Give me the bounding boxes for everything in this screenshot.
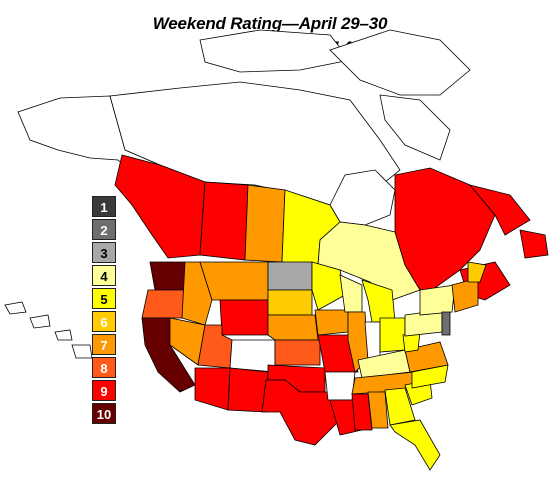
maine bbox=[467, 261, 487, 283]
legend-swatch: 5 bbox=[92, 288, 116, 309]
arkansas bbox=[324, 371, 356, 401]
iowa bbox=[314, 309, 349, 336]
northern-regions bbox=[17, 29, 471, 226]
alberta bbox=[199, 181, 249, 261]
florida bbox=[389, 419, 441, 471]
north-dakota bbox=[267, 261, 313, 291]
idaho bbox=[181, 261, 213, 326]
oregon bbox=[141, 289, 186, 319]
labrador bbox=[468, 184, 531, 236]
new-york bbox=[419, 284, 456, 316]
map-title: Weekend Rating—April 29–30 bbox=[152, 14, 388, 33]
legend-swatch: 3 bbox=[92, 242, 116, 263]
legend-swatch: 6 bbox=[92, 311, 116, 332]
mississippi bbox=[351, 393, 373, 431]
texas bbox=[261, 379, 341, 446]
washington bbox=[149, 261, 186, 291]
wisconsin bbox=[339, 274, 363, 313]
saskatchewan bbox=[244, 184, 286, 263]
new-jersey bbox=[441, 311, 451, 336]
legend-swatch: 2 bbox=[92, 219, 116, 240]
georgia bbox=[384, 387, 416, 426]
new-mexico bbox=[227, 367, 269, 413]
kansas bbox=[274, 339, 321, 366]
legend-swatch: 7 bbox=[92, 334, 116, 355]
wyoming bbox=[219, 299, 269, 336]
rating-legend: 1 2 3 4 5 6 7 8 9 10 bbox=[92, 196, 116, 426]
montana bbox=[199, 261, 269, 301]
legend-swatch: 10 bbox=[92, 403, 116, 424]
arizona bbox=[194, 367, 231, 411]
legend-swatch: 9 bbox=[92, 380, 116, 401]
hawaii-island-3 bbox=[54, 329, 73, 341]
baffin-island bbox=[379, 94, 451, 161]
alabama bbox=[367, 391, 389, 429]
newfoundland bbox=[519, 229, 549, 259]
hawaii-island-2 bbox=[29, 314, 51, 329]
minnesota bbox=[311, 261, 346, 311]
legend-swatch: 1 bbox=[92, 196, 116, 217]
hawaii-island-4 bbox=[71, 344, 93, 359]
nebraska bbox=[267, 314, 319, 341]
legend-swatch: 4 bbox=[92, 265, 116, 286]
hawaii-island-1 bbox=[4, 301, 27, 315]
arctic-islands bbox=[199, 29, 351, 73]
arctic-islands-east bbox=[329, 29, 471, 96]
us-states bbox=[141, 261, 487, 471]
british-columbia bbox=[114, 154, 206, 259]
legend-swatch: 8 bbox=[92, 357, 116, 378]
indiana bbox=[364, 321, 381, 361]
ohio bbox=[379, 317, 406, 353]
south-dakota bbox=[267, 289, 313, 316]
new-england bbox=[451, 277, 479, 313]
hawaii-islands bbox=[4, 301, 93, 359]
